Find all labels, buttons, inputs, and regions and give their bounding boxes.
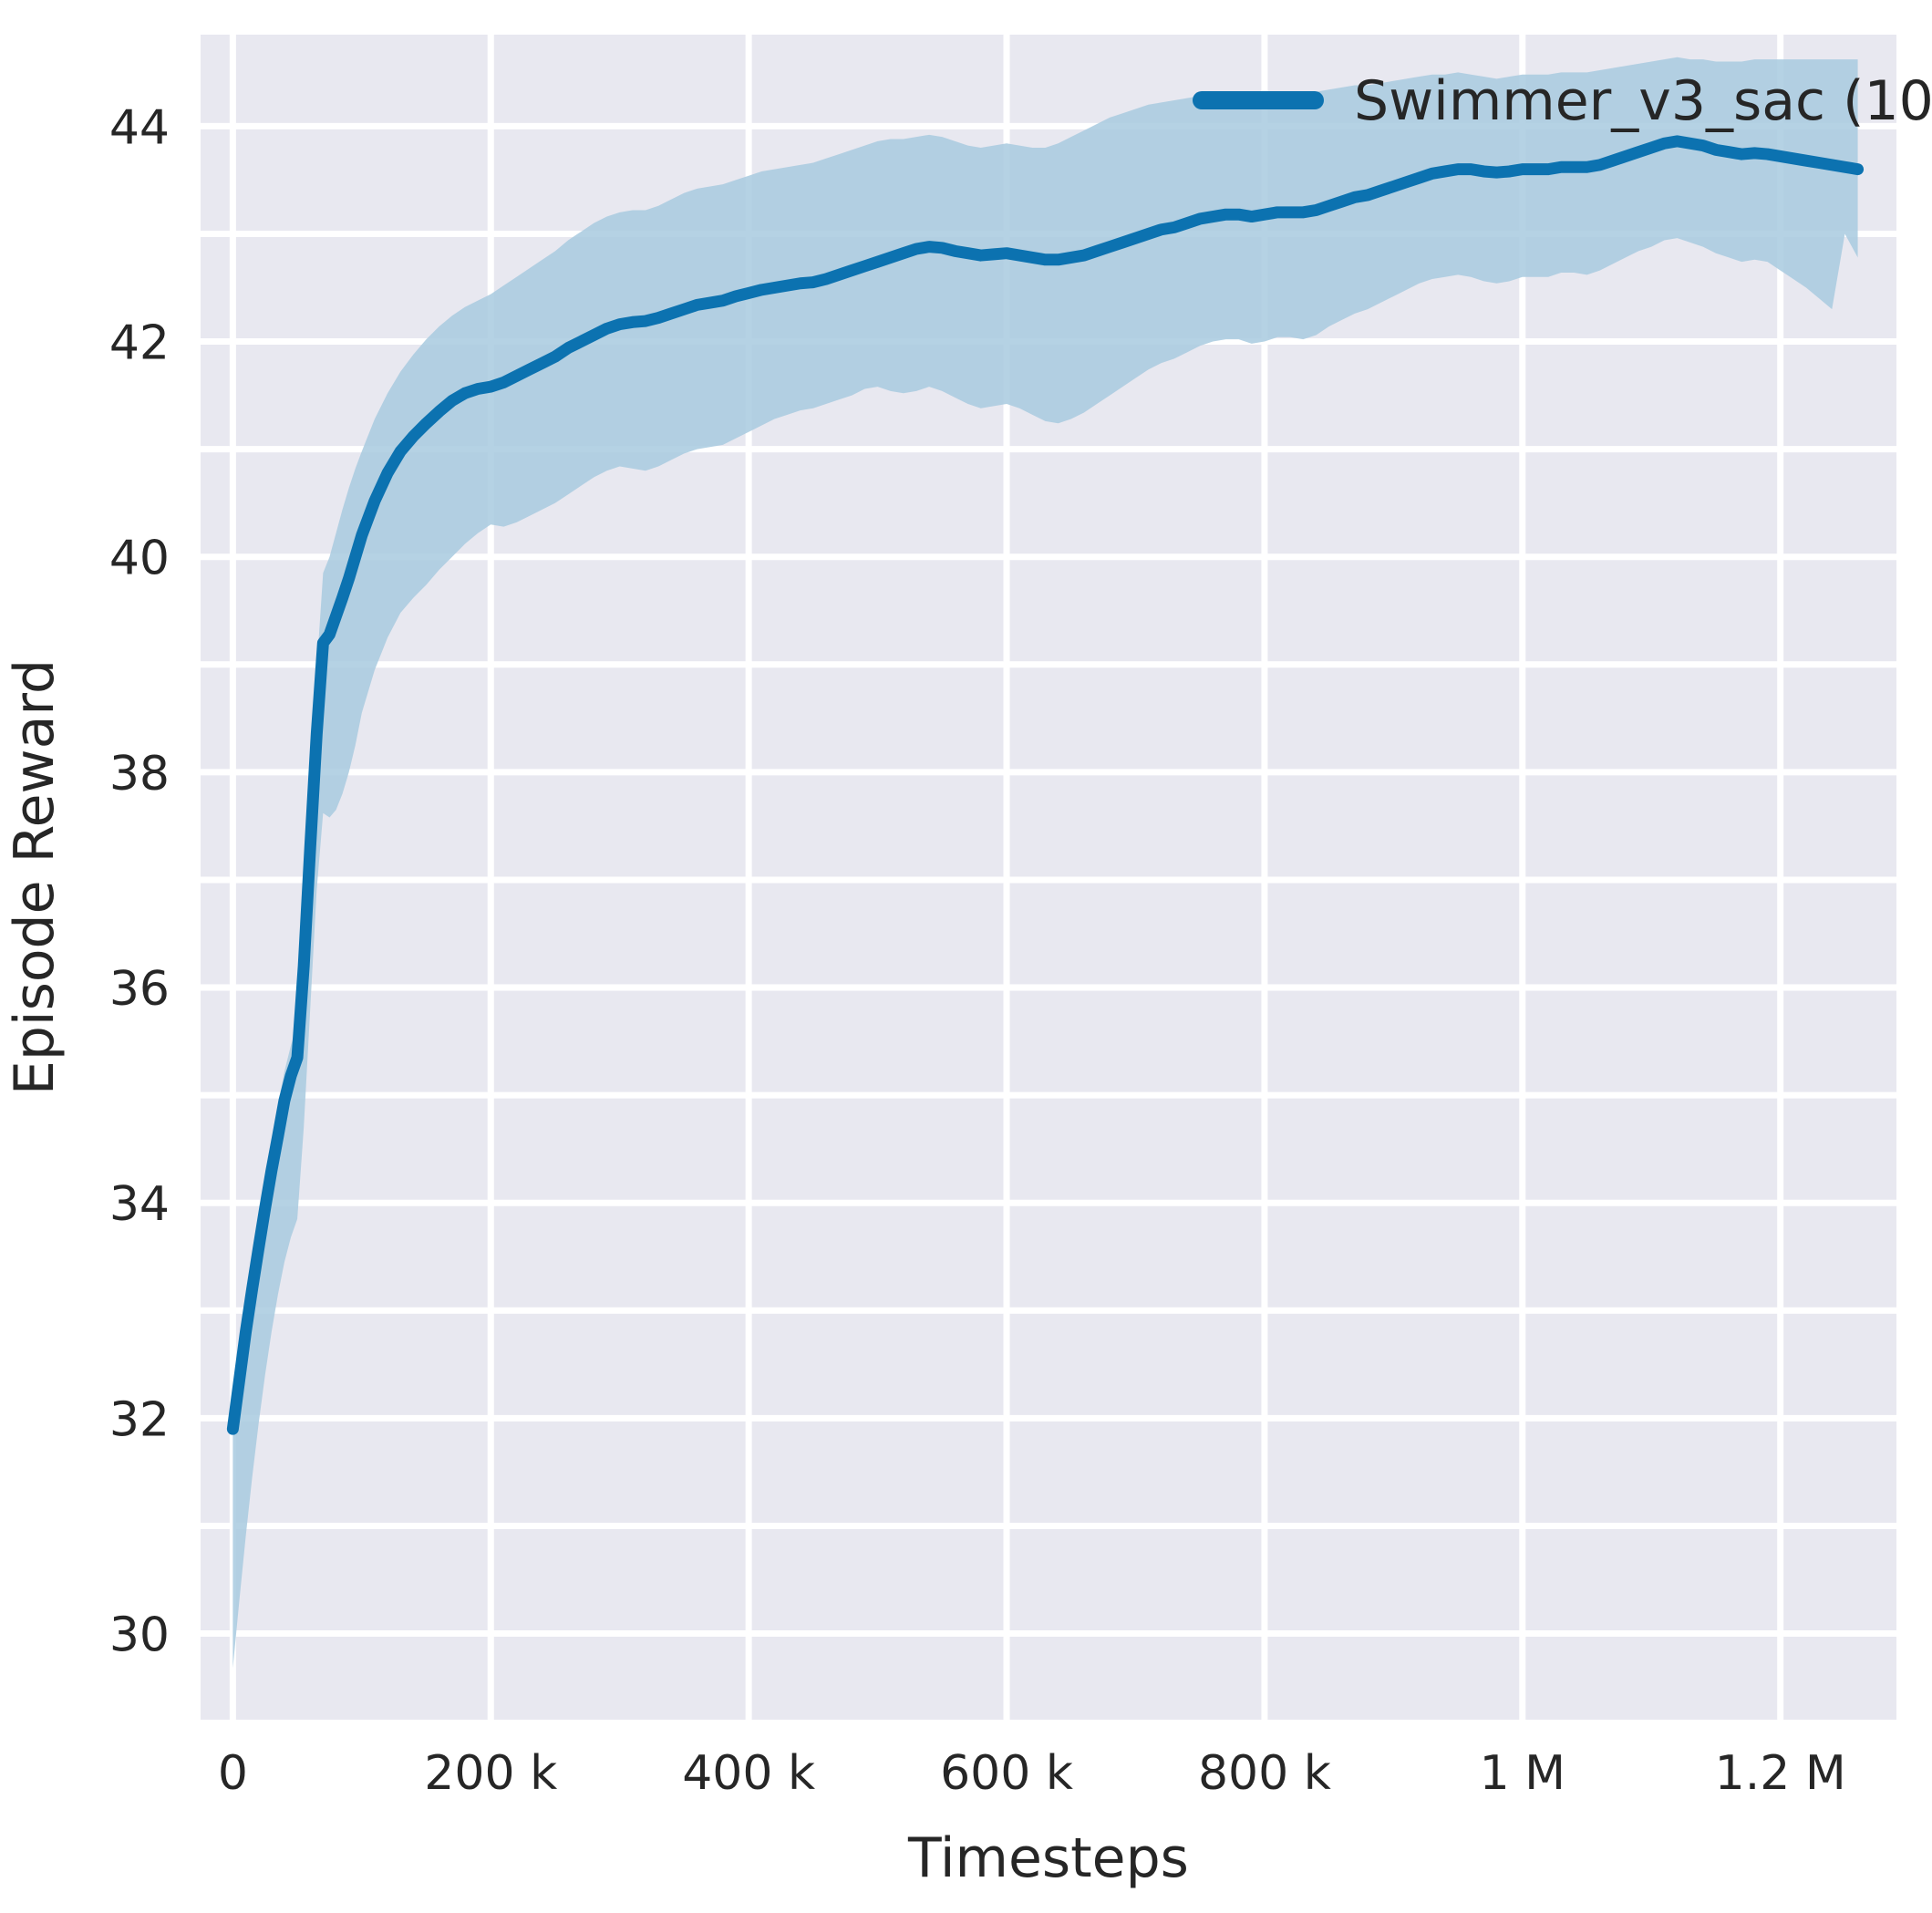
confidence-band (232, 57, 1858, 1669)
x-axis-tick-labels: 0 200 k 400 k 600 k 800 k 1 M 1.2 M (218, 1746, 1846, 1801)
y-tick-label: 34 (109, 1177, 170, 1232)
y-tick-label: 36 (109, 962, 170, 1017)
x-tick-label: 0 (218, 1746, 248, 1801)
mean-line (226, 135, 1865, 1435)
y-axis-title: Episode Reward (3, 659, 67, 1095)
y-tick-label: 32 (109, 1392, 170, 1447)
x-tick-label: 1 M (1480, 1746, 1565, 1801)
x-tick-label: 400 k (682, 1746, 815, 1801)
y-tick-label: 30 (109, 1608, 170, 1663)
legend-entry-label: Swimmer_v3_sac (10) (1354, 69, 1932, 133)
y-axis-tick-labels: 30 32 34 36 38 40 42 44 (109, 100, 170, 1662)
x-tick-label: 1.2 M (1715, 1746, 1846, 1801)
legend: Swimmer_v3_sac (10) (1193, 69, 1932, 133)
y-tick-label: 40 (109, 532, 170, 586)
x-tick-label: 800 k (1198, 1746, 1331, 1801)
y-tick-label: 38 (109, 747, 170, 801)
y-tick-label: 44 (109, 100, 170, 155)
x-tick-label: 200 k (424, 1746, 557, 1801)
y-tick-label: 42 (109, 316, 170, 371)
x-axis-title: Timesteps (907, 1826, 1189, 1890)
x-tick-label: 600 k (940, 1746, 1073, 1801)
